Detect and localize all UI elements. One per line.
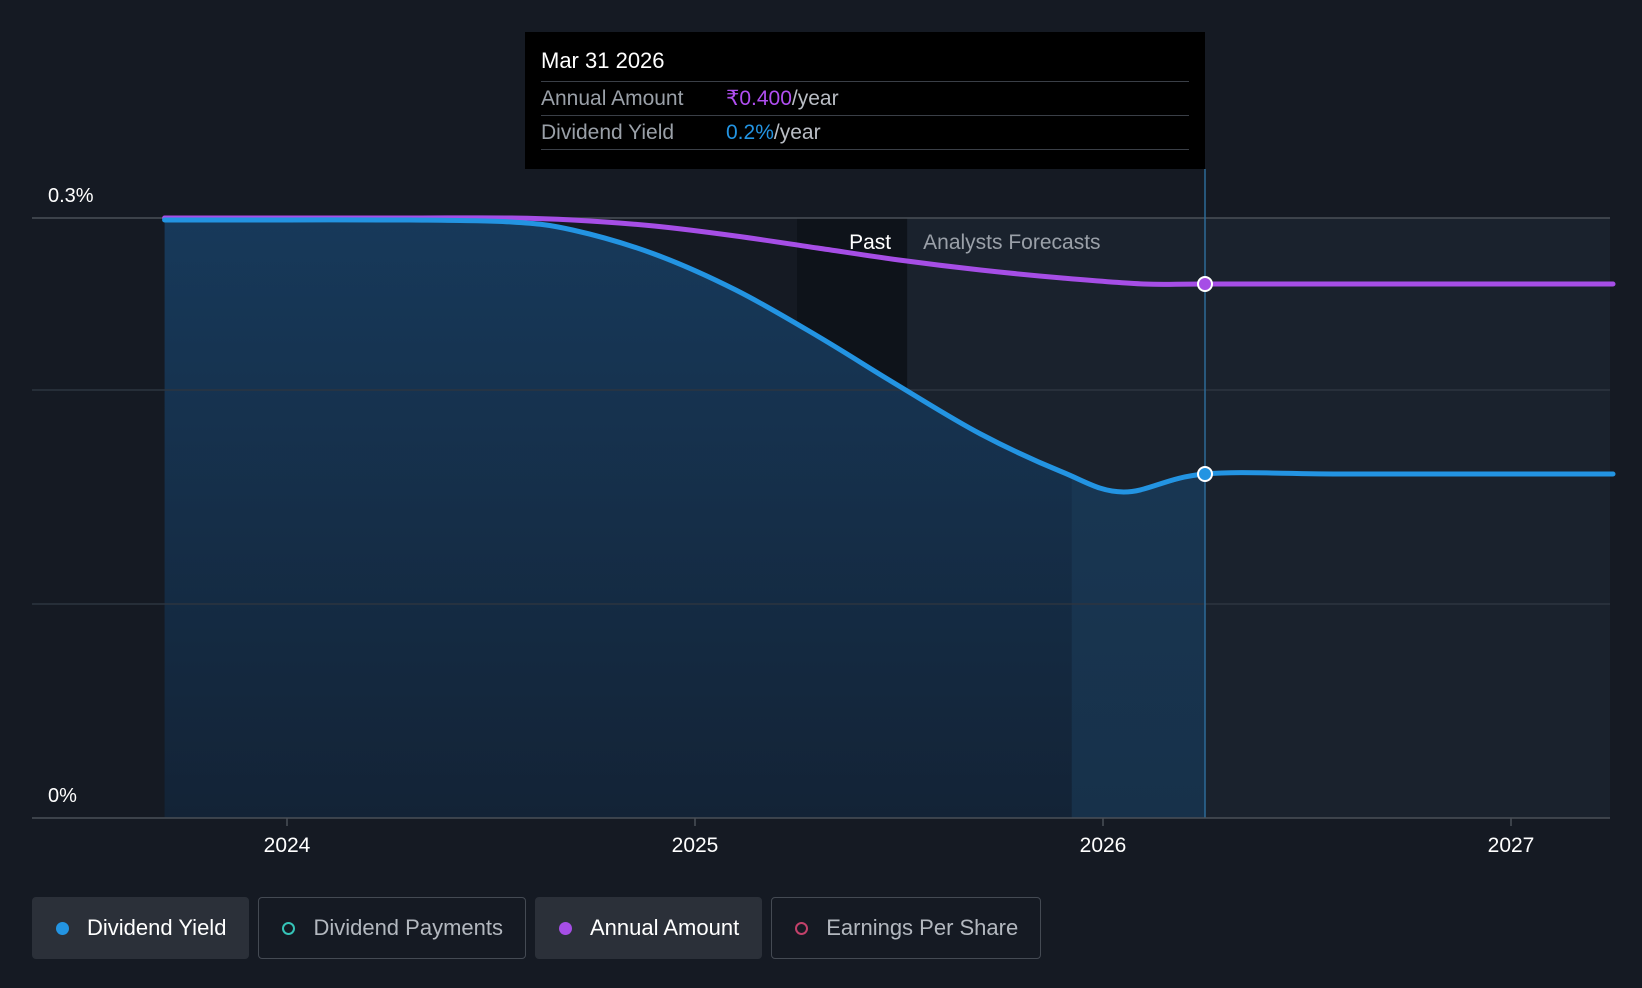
x-tick-label: 2026 [1080,834,1127,857]
dividend-chart: 2024 2025 2026 2027 0.3% 0% Past Analysts For… [32,169,1616,857]
legend-dot-icon [282,921,296,935]
hover-marker [1197,466,1213,482]
legend-dividend-payments[interactable]: Dividend Payments [258,897,526,959]
hover-tooltip: Mar 31 2026 Annual Amount ₹0.400 /year D… [525,32,1205,169]
y-tick-label: 0.3% [48,185,94,207]
legend-dot-icon [56,921,69,935]
yield-area-past [164,219,1206,818]
legend-earnings-per-share[interactable]: Earnings Per Share [771,897,1042,959]
legend-label: Dividend Payments [313,915,503,940]
legend-annual-amount[interactable]: Annual Amount [534,897,763,959]
legend-dividend-yield[interactable]: Dividend Yield [32,897,250,959]
hover-marker [1197,276,1213,292]
chart-legend: Dividend Yield Dividend Payments Annual … [32,897,1050,959]
tooltip-date: Mar 31 2026 [541,48,665,73]
past-label: Past [849,231,891,254]
forecast-label: Analysts Forecasts [923,231,1100,254]
legend-label: Annual Amount [589,915,740,940]
tooltip-label: Dividend Yield [541,121,675,144]
legend-dot-icon [795,921,809,935]
legend-label: Earnings Per Share [826,915,1019,940]
legend-dot-icon [558,921,572,935]
x-tick-label: 2027 [1488,834,1535,857]
tooltip-label: Annual Amount [541,87,684,110]
x-tick-label: 2025 [672,834,719,857]
x-tick-label: 2024 [264,834,311,857]
tooltip-unit: /year [791,87,839,110]
series-line-dividend-yield [162,217,1616,495]
tooltip-row-dividend-yield: Dividend Yield 0.2% /year [541,115,1189,150]
legend-label: Dividend Yield [87,915,227,940]
tooltip-value: ₹0.400 [726,87,792,110]
y-tick-label: 0% [48,785,77,807]
tooltip-row-annual-amount: Annual Amount ₹0.400 /year [541,81,1189,115]
tooltip-unit: /year [773,121,821,144]
tooltip-value: 0.2% [726,121,774,144]
